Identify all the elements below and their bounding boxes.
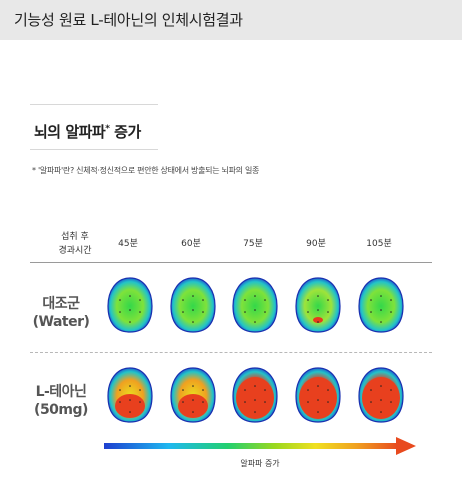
group-label-theanine-line-2: (50mg) — [34, 402, 88, 418]
group-label-control-line-1: 대조군 — [42, 296, 80, 312]
group-label-theanine-line-1: L-테아닌 — [35, 384, 87, 400]
brain-map-theanine-0 — [107, 367, 153, 423]
brain-map-theanine-4 — [358, 367, 404, 423]
group-divider — [30, 352, 432, 353]
page-header: 기능성 원료 L-테아닌의 인체시험결과 — [0, 0, 462, 40]
column-label-45: 45분 — [118, 239, 138, 249]
alpha-wave-scale-bar — [104, 437, 416, 455]
column-label-60: 60분 — [181, 239, 201, 249]
footnote: * '알파파'란? 신체적·정신적으로 편안한 상태에서 방출되는 뇌파의 일종 — [32, 166, 260, 175]
column-label-105: 105분 — [366, 239, 392, 249]
brain-map-theanine-1 — [170, 367, 216, 423]
row-header-line-1: 섭취 후 — [61, 232, 89, 242]
brain-map-theanine-2 — [232, 367, 278, 423]
table-header-divider — [30, 262, 432, 263]
section-title-suffix: 증가 — [109, 123, 141, 141]
title-top-divider — [30, 104, 158, 105]
section-title-mark: * — [105, 124, 110, 134]
brain-map-control-4 — [358, 277, 404, 333]
brain-map-control-1 — [170, 277, 216, 333]
group-label-control-line-2: (Water) — [32, 314, 90, 330]
scale-arrow-head — [396, 437, 416, 455]
brain-map-control-3 — [295, 277, 341, 333]
brain-map-control-0 — [107, 277, 153, 333]
scale-gradient — [104, 443, 398, 449]
section-title-text: 뇌의 알파파 — [34, 123, 106, 141]
group-label-theanine: L-테아닌 (50mg) — [30, 383, 92, 419]
row-header-label: 섭취 후 경과시간 — [48, 230, 102, 258]
brain-map-theanine-3 — [295, 367, 341, 423]
section-title: 뇌의 알파파* 증가 — [34, 121, 141, 142]
group-label-control: 대조군 (Water) — [30, 295, 92, 331]
header-title: 기능성 원료 L-테아닌의 인체시험결과 — [14, 11, 243, 29]
column-label-75: 75분 — [243, 239, 263, 249]
column-label-90: 90분 — [306, 239, 326, 249]
brain-map-control-2 — [232, 277, 278, 333]
row-header-line-2: 경과시간 — [58, 246, 92, 256]
title-bottom-divider — [30, 149, 158, 150]
scale-label: 알파파 증가 — [240, 459, 280, 468]
